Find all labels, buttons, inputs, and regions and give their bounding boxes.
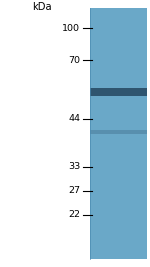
Bar [90, 88, 147, 96]
Text: 33: 33 [68, 162, 80, 171]
Text: 70: 70 [68, 56, 80, 65]
Bar [90, 8, 147, 259]
Text: 44: 44 [68, 114, 80, 123]
Text: 22: 22 [68, 210, 80, 219]
Text: 100: 100 [62, 23, 80, 33]
Text: kDa: kDa [32, 2, 52, 12]
Bar [90, 131, 147, 134]
Text: 27: 27 [68, 186, 80, 195]
